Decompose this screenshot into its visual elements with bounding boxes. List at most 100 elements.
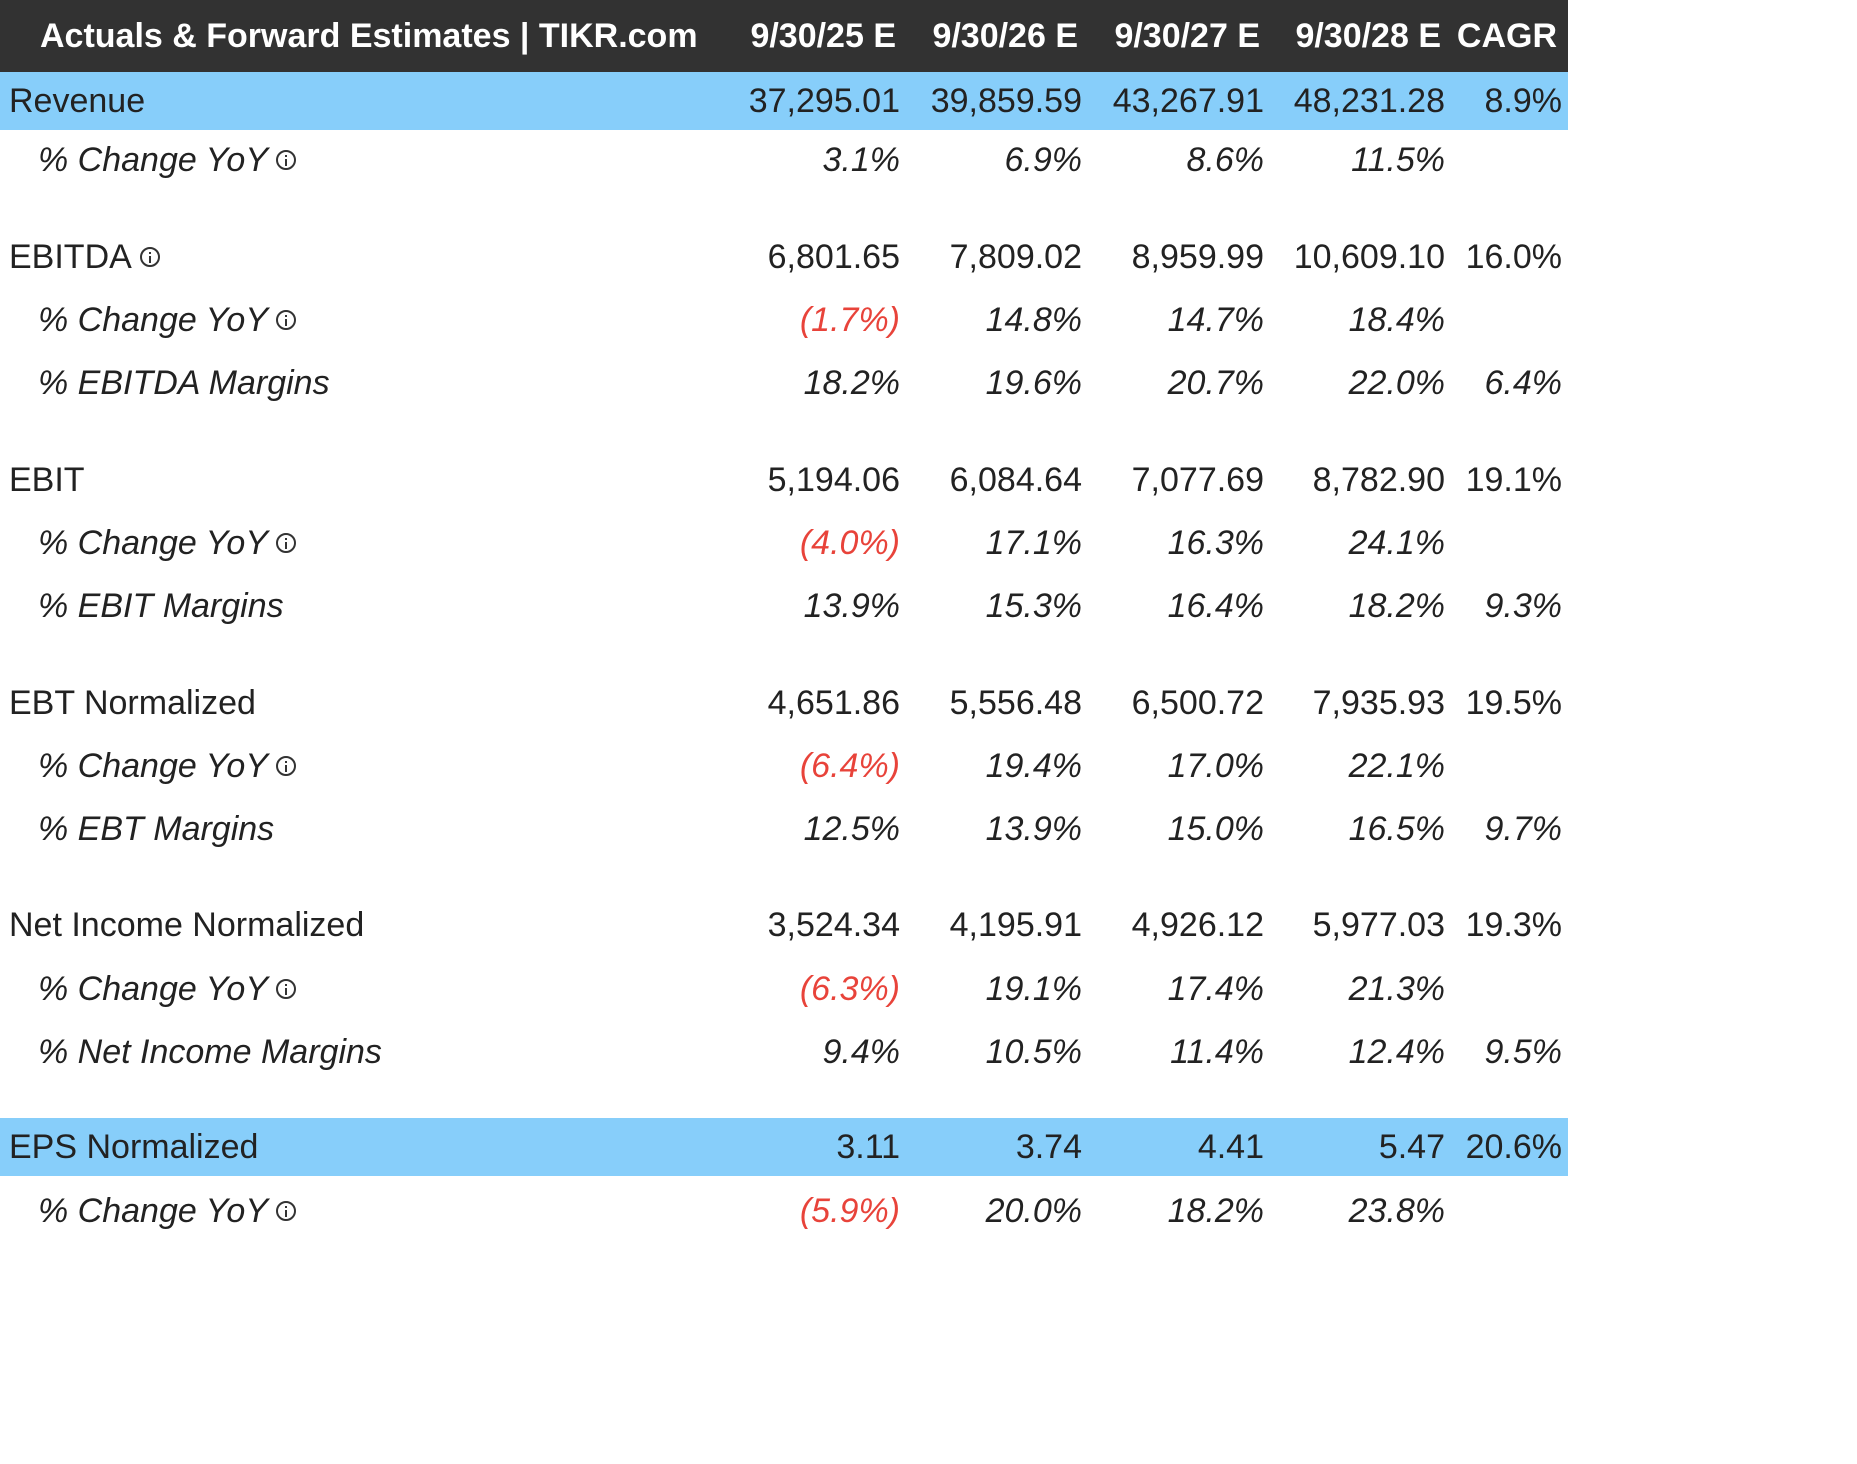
value-2025: 9.4% <box>822 1033 901 1071</box>
value-2027: 20.7% <box>1167 364 1264 402</box>
value-2025: 12.5% <box>803 810 900 848</box>
value-2026: 19.6% <box>985 364 1082 402</box>
value-2025: (1.7%) <box>799 301 900 339</box>
row-ebt-normalized: EBT Normalized 4,651.86 5,556.48 6,500.7… <box>0 672 1568 735</box>
row-ebt-margins: % EBT Margins 12.5% 13.9% 15.0% 16.5% 9.… <box>0 798 1568 861</box>
value-cagr <box>1452 735 1562 798</box>
value-2026: 39,859.59 <box>930 82 1082 120</box>
value-2027: 11.4% <box>1170 1033 1264 1071</box>
column-header-2026: 9/30/26 E <box>932 17 1078 55</box>
value-2025: (6.4%) <box>799 747 900 785</box>
value-2026: 6,084.64 <box>949 461 1082 499</box>
value-2026: 17.1% <box>985 524 1082 562</box>
value-2028: 24.1% <box>1348 524 1445 562</box>
column-header-2025: 9/30/25 E <box>750 17 896 55</box>
value-2028: 12.4% <box>1348 1033 1445 1071</box>
row-label: % EBITDA Margins <box>38 364 330 402</box>
row-label: % Change YoY <box>38 735 296 798</box>
value-2028: 8,782.90 <box>1312 461 1445 499</box>
value-2028: 11.5% <box>1351 141 1445 179</box>
info-icon[interactable] <box>139 247 160 268</box>
value-cagr <box>1452 512 1562 575</box>
value-2025: 37,295.01 <box>748 82 900 120</box>
value-2025: 13.9% <box>803 587 900 625</box>
value-2028: 5.47 <box>1378 1128 1445 1166</box>
column-header-2027: 9/30/27 E <box>1114 17 1260 55</box>
value-2028: 16.5% <box>1348 810 1445 848</box>
info-icon[interactable] <box>276 310 296 331</box>
value-2028: 22.0% <box>1348 364 1445 402</box>
row-label: % Net Income Margins <box>38 1033 382 1071</box>
value-cagr <box>1452 129 1562 192</box>
row-eps-change-yoy: % Change YoY (5.9%) 20.0% 18.2% 23.8% <box>0 1180 1568 1243</box>
table-title: Actuals & Forward Estimates | TIKR.com <box>40 17 698 55</box>
row-revenue-change-yoy: % Change YoY 3.1% 6.9% 8.6% 11.5% <box>0 129 1568 192</box>
value-2028: 7,935.93 <box>1312 684 1445 722</box>
value-2027: 4.41 <box>1197 1128 1264 1166</box>
value-2026: 6.9% <box>1004 141 1083 179</box>
value-2026: 10.5% <box>985 1033 1082 1071</box>
value-2025: 3,524.34 <box>767 906 900 944</box>
value-2027: 8.6% <box>1186 141 1265 179</box>
column-header-cagr: CAGR <box>1456 17 1557 55</box>
value-cagr: 6.4% <box>1484 364 1563 402</box>
row-label: Revenue <box>9 82 146 120</box>
row-net-income-margins: % Net Income Margins 9.4% 10.5% 11.4% 12… <box>0 1021 1568 1084</box>
row-label: Net Income Normalized <box>9 906 365 944</box>
row-label: EPS Normalized <box>9 1128 259 1166</box>
value-cagr <box>1452 1180 1562 1243</box>
value-2026: 19.1% <box>985 970 1082 1008</box>
row-ebit: EBIT 5,194.06 6,084.64 7,077.69 8,782.90… <box>0 449 1568 512</box>
value-2028: 18.4% <box>1348 301 1445 339</box>
value-2028: 5,977.03 <box>1312 906 1445 944</box>
value-2027: 7,077.69 <box>1131 461 1264 499</box>
value-2026: 20.0% <box>985 1192 1082 1230</box>
value-cagr: 20.6% <box>1465 1128 1562 1166</box>
value-2028: 10,609.10 <box>1293 238 1445 276</box>
value-2025: 18.2% <box>803 364 900 402</box>
row-net-income-normalized: Net Income Normalized 3,524.34 4,195.91 … <box>0 894 1568 957</box>
value-cagr: 8.9% <box>1484 82 1563 120</box>
value-2025: (4.0%) <box>799 524 900 562</box>
row-ebitda-margins: % EBITDA Margins 18.2% 19.6% 20.7% 22.0%… <box>0 352 1568 415</box>
value-2025: 4,651.86 <box>767 684 900 722</box>
value-2027: 8,959.99 <box>1131 238 1264 276</box>
row-ebt-change-yoy: % Change YoY (6.4%) 19.4% 17.0% 22.1% <box>0 735 1568 798</box>
value-2026: 5,556.48 <box>949 684 1082 722</box>
value-2026: 15.3% <box>985 587 1082 625</box>
estimates-table: Actuals & Forward Estimates | TIKR.com 9… <box>0 0 1568 1243</box>
row-ebit-change-yoy: % Change YoY (4.0%) 17.1% 16.3% 24.1% <box>0 512 1568 575</box>
value-cagr: 16.0% <box>1465 238 1562 276</box>
row-label: % Change YoY <box>38 289 296 352</box>
value-2027: 43,267.91 <box>1112 82 1264 120</box>
value-2027: 17.0% <box>1167 747 1264 785</box>
value-2025: 5,194.06 <box>767 461 900 499</box>
column-header-2028: 9/30/28 E <box>1295 17 1441 55</box>
row-label: % Change YoY <box>38 958 296 1021</box>
value-2027: 6,500.72 <box>1131 684 1264 722</box>
row-label: EBT Normalized <box>9 684 256 722</box>
info-icon[interactable] <box>276 1201 296 1222</box>
value-2028: 18.2% <box>1348 587 1445 625</box>
value-2026: 13.9% <box>985 810 1082 848</box>
info-icon[interactable] <box>276 150 296 171</box>
value-2026: 4,195.91 <box>949 906 1082 944</box>
value-cagr <box>1452 289 1562 352</box>
row-label: % EBT Margins <box>38 810 275 848</box>
row-label: EBITDA <box>9 226 160 289</box>
row-eps-normalized: EPS Normalized 3.11 3.74 4.41 5.47 20.6% <box>0 1118 1568 1176</box>
info-icon[interactable] <box>276 979 296 1000</box>
row-net-income-change-yoy: % Change YoY (6.3%) 19.1% 17.4% 21.3% <box>0 958 1568 1021</box>
value-cagr: 19.3% <box>1465 906 1562 944</box>
value-2027: 14.7% <box>1167 301 1264 339</box>
value-cagr: 19.1% <box>1465 461 1562 499</box>
value-2026: 14.8% <box>985 301 1082 339</box>
info-icon[interactable] <box>276 756 296 777</box>
value-cagr: 9.7% <box>1484 810 1563 848</box>
value-2025: (5.9%) <box>799 1192 900 1230</box>
info-icon[interactable] <box>276 533 296 554</box>
value-cagr: 9.5% <box>1484 1033 1563 1071</box>
value-2028: 21.3% <box>1348 970 1445 1008</box>
value-2025: (6.3%) <box>799 970 900 1008</box>
row-ebitda-change-yoy: % Change YoY (1.7%) 14.8% 14.7% 18.4% <box>0 289 1568 352</box>
